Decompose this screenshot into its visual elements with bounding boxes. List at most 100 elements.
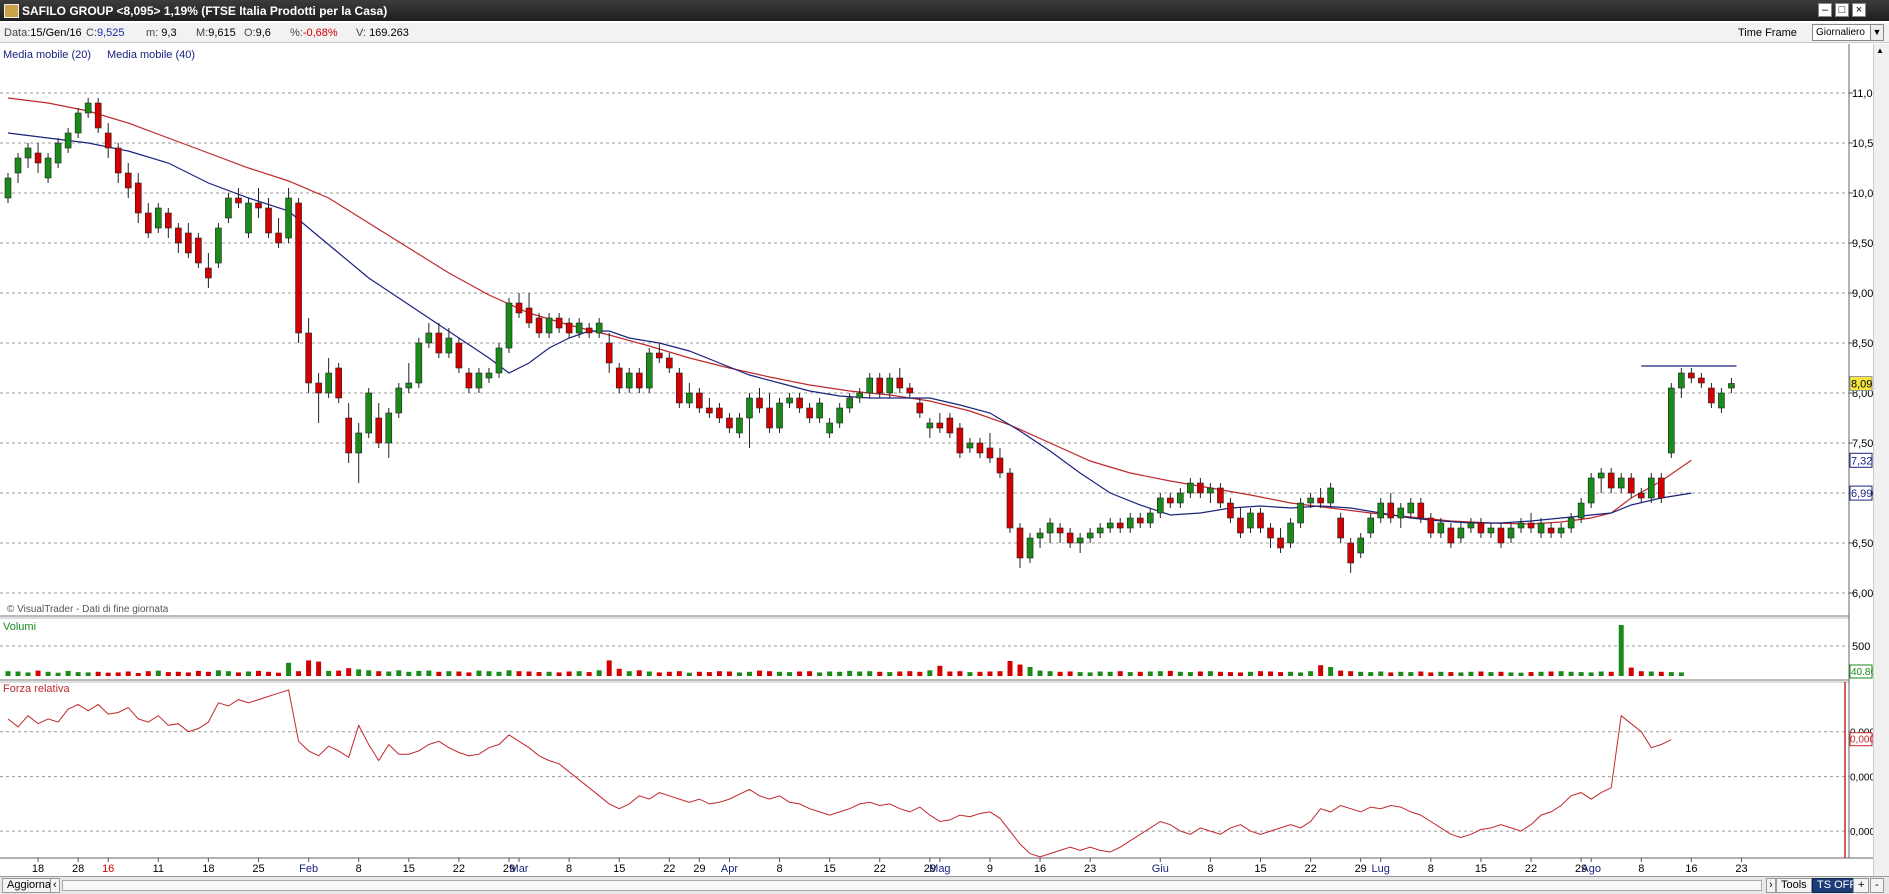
- candle: [1327, 483, 1334, 508]
- candle: [515, 293, 523, 318]
- close-button[interactable]: ×: [1852, 3, 1866, 17]
- horizontal-scrollbar[interactable]: [62, 880, 1762, 891]
- candle-body: [826, 422, 833, 434]
- x-tick-label: 22: [1525, 863, 1537, 875]
- volume-bar: [1618, 625, 1624, 676]
- candle-body: [335, 367, 342, 399]
- maximize-button[interactable]: □: [1835, 3, 1849, 17]
- volume-bar: [115, 672, 121, 676]
- candle-body: [495, 347, 503, 374]
- volume-bar: [95, 671, 101, 676]
- candle-body: [475, 372, 483, 389]
- volume-bar: [396, 670, 402, 676]
- candle: [776, 398, 783, 433]
- volume-bar: [336, 670, 342, 676]
- zoom-out-button[interactable]: -: [1870, 878, 1884, 893]
- volume-bar: [466, 672, 472, 676]
- scroll-up-icon[interactable]: ▲: [1876, 46, 1884, 55]
- candle-body: [1647, 477, 1655, 499]
- candle-body: [686, 392, 693, 404]
- volume-bar: [837, 671, 843, 676]
- candle: [716, 403, 723, 423]
- volume-bar: [1217, 671, 1223, 676]
- candle: [615, 363, 623, 393]
- candle-body: [14, 157, 22, 174]
- minimize-button[interactable]: –: [1818, 3, 1832, 17]
- candle-body: [1447, 527, 1455, 544]
- volume-bar: [516, 671, 522, 676]
- volume-bar: [907, 671, 913, 676]
- volume-field: V: 169.263: [356, 27, 409, 39]
- scroll-right-icon[interactable]: ›: [1766, 878, 1776, 893]
- candle: [686, 383, 693, 408]
- volume-bar: [506, 670, 512, 676]
- candle: [104, 123, 112, 158]
- vertical-scrollbar[interactable]: ▲: [1873, 44, 1889, 876]
- candle-body: [1487, 527, 1495, 534]
- candle: [1407, 498, 1415, 518]
- x-tick-label: 23: [1084, 863, 1096, 875]
- volume-bar: [1348, 671, 1354, 676]
- candle: [155, 203, 162, 233]
- candle-body: [1708, 387, 1715, 404]
- candle: [365, 388, 373, 438]
- x-tick-label: Mag: [929, 863, 950, 875]
- candle-body: [84, 102, 92, 114]
- candle-body: [1157, 497, 1164, 514]
- volume-bar: [797, 671, 803, 676]
- candle-body: [1317, 497, 1324, 504]
- zoom-in-button[interactable]: +: [1853, 878, 1870, 893]
- candle: [1557, 523, 1565, 538]
- candle: [505, 298, 513, 353]
- candle-body: [385, 412, 393, 444]
- volume-bar: [496, 671, 502, 676]
- candle-body: [666, 357, 673, 369]
- volume-tick-label: 500: [1852, 641, 1870, 653]
- candle-body: [996, 457, 1004, 474]
- candle: [625, 368, 633, 393]
- candle-body: [205, 267, 212, 279]
- volume-bar: [586, 672, 592, 676]
- volume-bar: [1007, 661, 1013, 676]
- tools-button[interactable]: Tools: [1776, 878, 1812, 893]
- candle-body: [1617, 477, 1625, 489]
- candle: [936, 413, 944, 433]
- candle-body: [405, 382, 413, 389]
- candle: [956, 423, 964, 458]
- timeframe-select[interactable]: Giornaliero ▼: [1812, 24, 1884, 41]
- volume-bar: [1258, 671, 1263, 676]
- volume-bar: [486, 671, 492, 676]
- volume-bar: [1197, 671, 1203, 676]
- volume-bar: [1358, 671, 1364, 676]
- candle: [1718, 388, 1725, 413]
- candle: [1187, 478, 1194, 498]
- update-button[interactable]: Aggiorna: [2, 878, 57, 893]
- candle: [245, 198, 252, 238]
- volume-bar: [1458, 672, 1464, 676]
- x-tick-label: Apr: [721, 863, 738, 875]
- volume-bar: [1047, 671, 1053, 676]
- ma40-line: [7, 97, 1692, 525]
- volume-bar: [606, 660, 612, 676]
- candle: [666, 353, 673, 373]
- x-tick-label: 29: [503, 863, 515, 875]
- candle: [255, 188, 262, 218]
- candle-body: [1337, 517, 1344, 539]
- x-tick-label: 22: [453, 863, 465, 875]
- candle: [1297, 498, 1304, 528]
- volume-bar: [1638, 671, 1644, 676]
- candle: [605, 333, 613, 373]
- scroll-left-icon[interactable]: ‹: [50, 878, 60, 893]
- x-tick-label: 29: [1355, 863, 1367, 875]
- candle: [886, 373, 894, 398]
- candle: [355, 423, 363, 483]
- volume-bar: [296, 671, 302, 676]
- volume-bar: [696, 671, 702, 676]
- candle-body: [104, 132, 112, 149]
- x-tick-label: Lug: [1372, 863, 1390, 875]
- candle-body: [806, 407, 813, 419]
- candle: [746, 393, 753, 448]
- volume-bar: [1328, 667, 1334, 676]
- candle-body: [1267, 527, 1274, 539]
